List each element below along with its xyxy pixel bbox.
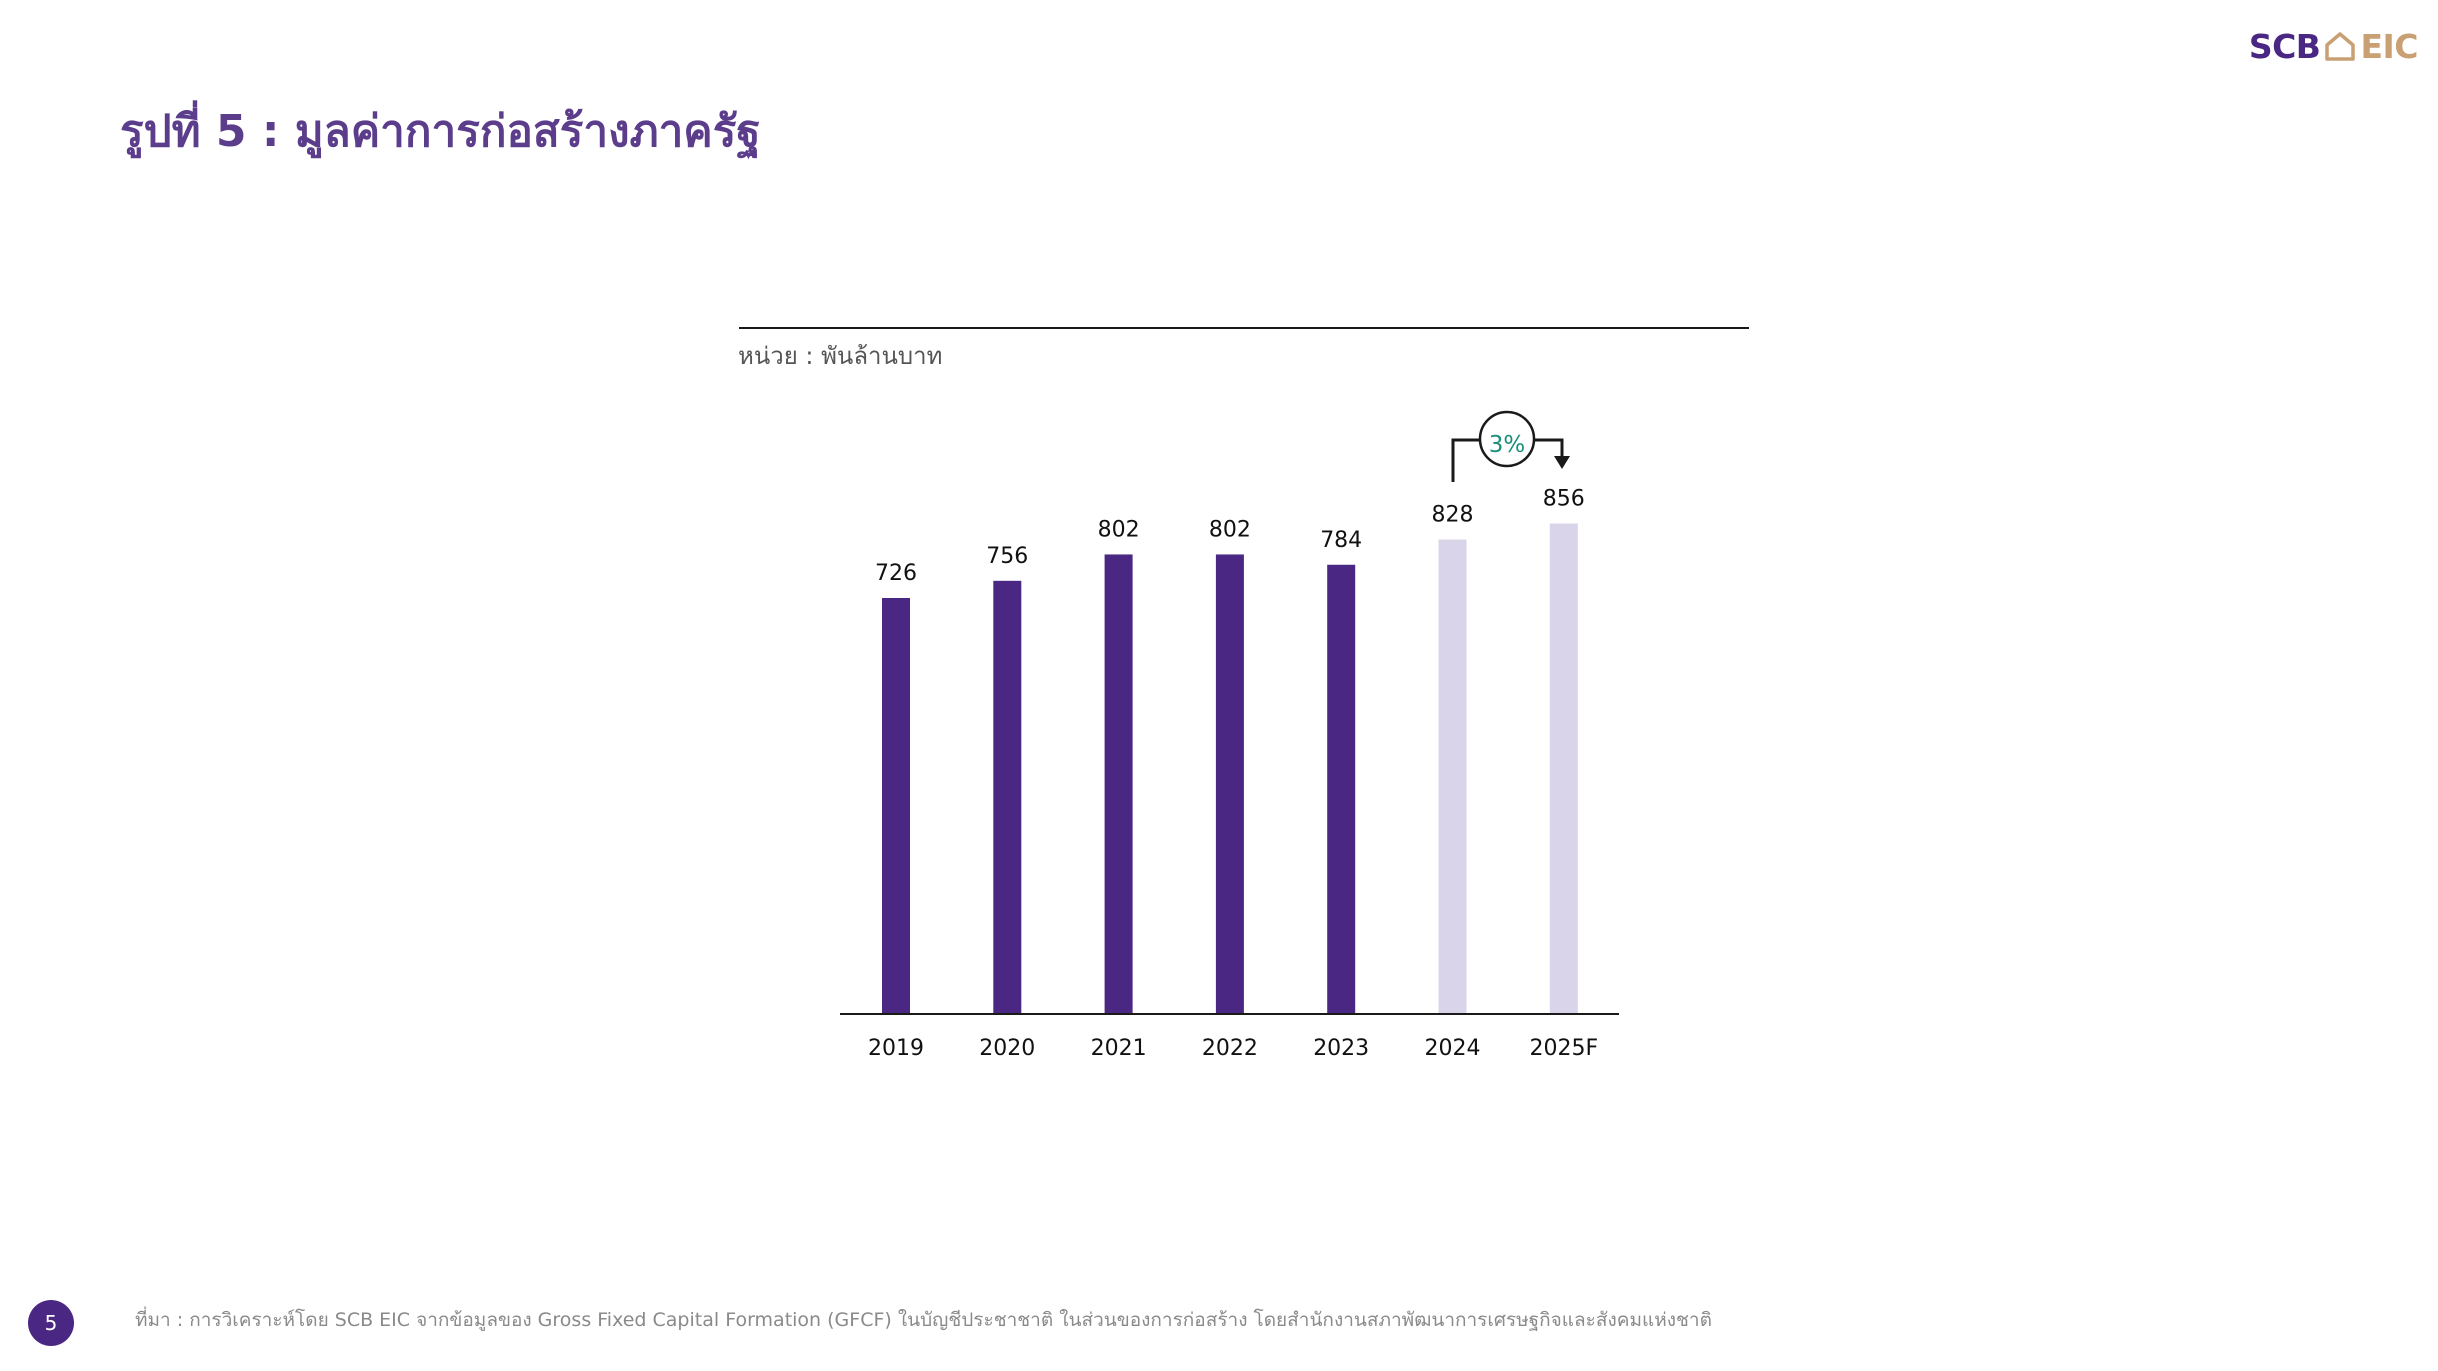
callout-arrow-icon xyxy=(1554,456,1570,469)
logo-scb-text: SCB xyxy=(2248,26,2321,66)
value-label-2024: 828 xyxy=(1432,503,1474,528)
unit-label: หน่วย : พันล้านบาท xyxy=(738,342,943,370)
tick-label-2023: 2023 xyxy=(1313,1036,1369,1061)
bar-2019 xyxy=(882,598,910,1014)
chart-top-rule xyxy=(739,327,1749,329)
source-note: ที่มา : การวิเคราะห์โดย SCB EIC จากข้อมู… xyxy=(135,1309,1712,1331)
value-label-2021: 802 xyxy=(1098,517,1140,542)
value-label-2019: 726 xyxy=(875,561,917,586)
page-title: รูปที่ 5 : มูลค่าการก่อสร้างภาครัฐ xyxy=(120,106,761,157)
growth-callout: 3% xyxy=(1451,410,1570,482)
logo-eic-text: EIC xyxy=(2360,26,2418,66)
tick-labels-group: 2019 2020 2021 2022 2023 2024 2025F xyxy=(868,1036,1598,1061)
tick-label-2020: 2020 xyxy=(979,1036,1035,1061)
house-icon xyxy=(2325,32,2356,61)
callout-circle xyxy=(1478,410,1536,468)
value-label-2020: 756 xyxy=(986,544,1028,569)
bar-2021 xyxy=(1104,554,1133,1014)
bar-2020 xyxy=(993,580,1022,1014)
bar-2024 xyxy=(1438,539,1467,1014)
value-label-2025F: 856 xyxy=(1543,487,1585,512)
bars-group xyxy=(882,523,1578,1014)
callout-bracket xyxy=(1451,438,1564,482)
bar-2025F xyxy=(1549,523,1578,1014)
tick-label-2019: 2019 xyxy=(868,1036,924,1061)
value-label-2022: 802 xyxy=(1209,517,1251,542)
page-number-badge: 5 xyxy=(28,1300,74,1346)
bar-2023 xyxy=(1327,564,1356,1014)
tick-label-2021: 2021 xyxy=(1091,1036,1147,1061)
bar-2022 xyxy=(1215,554,1244,1014)
tick-label-2024: 2024 xyxy=(1425,1036,1481,1061)
tick-label-2022: 2022 xyxy=(1202,1036,1258,1061)
callout-text: 3% xyxy=(1489,432,1526,458)
tick-label-2025F: 2025F xyxy=(1529,1036,1598,1061)
value-label-2023: 784 xyxy=(1320,528,1362,553)
scb-eic-logo: SCB EIC xyxy=(2248,24,2419,68)
value-labels-group: 726 756 802 802 784 828 856 xyxy=(875,487,1585,586)
